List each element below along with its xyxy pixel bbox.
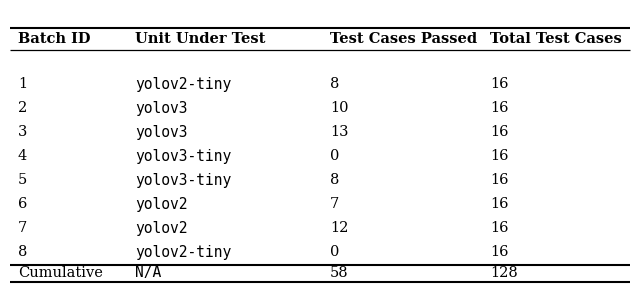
Text: 16: 16 <box>490 125 509 139</box>
Text: 16: 16 <box>490 149 509 163</box>
Text: yolov3: yolov3 <box>135 101 188 115</box>
Text: Unit Under Test: Unit Under Test <box>135 32 266 46</box>
Text: yolov2-tiny: yolov2-tiny <box>135 245 231 259</box>
Text: 12: 12 <box>330 221 348 235</box>
Text: 3: 3 <box>18 125 28 139</box>
Text: 2: 2 <box>18 101 28 115</box>
Text: 58: 58 <box>330 266 349 280</box>
Text: 8: 8 <box>18 245 28 259</box>
Text: 0: 0 <box>330 245 339 259</box>
Text: Batch ID: Batch ID <box>18 32 90 46</box>
Text: 16: 16 <box>490 245 509 259</box>
Text: yolov3-tiny: yolov3-tiny <box>135 149 231 164</box>
Text: 6: 6 <box>18 197 28 211</box>
Text: 8: 8 <box>330 77 339 91</box>
Text: 7: 7 <box>330 197 339 211</box>
Text: 16: 16 <box>490 173 509 187</box>
Text: 16: 16 <box>490 101 509 115</box>
Text: 13: 13 <box>330 125 349 139</box>
Text: 16: 16 <box>490 221 509 235</box>
Text: 10: 10 <box>330 101 349 115</box>
Text: Total Test Cases: Total Test Cases <box>490 32 621 46</box>
Text: 4: 4 <box>18 149 28 163</box>
Text: 16: 16 <box>490 197 509 211</box>
Text: yolov2: yolov2 <box>135 196 188 211</box>
Text: 128: 128 <box>490 266 518 280</box>
Text: yolov3-tiny: yolov3-tiny <box>135 173 231 187</box>
Text: 8: 8 <box>330 173 339 187</box>
Text: 0: 0 <box>330 149 339 163</box>
Text: Cumulative: Cumulative <box>18 266 103 280</box>
Text: N/A: N/A <box>135 266 161 281</box>
Text: 1: 1 <box>18 77 27 91</box>
Text: Test Cases Passed: Test Cases Passed <box>330 32 477 46</box>
Text: yolov2-tiny: yolov2-tiny <box>135 77 231 92</box>
Text: 7: 7 <box>18 221 28 235</box>
Text: yolov3: yolov3 <box>135 124 188 139</box>
Text: yolov2: yolov2 <box>135 221 188 236</box>
Text: 5: 5 <box>18 173 28 187</box>
Text: 16: 16 <box>490 77 509 91</box>
